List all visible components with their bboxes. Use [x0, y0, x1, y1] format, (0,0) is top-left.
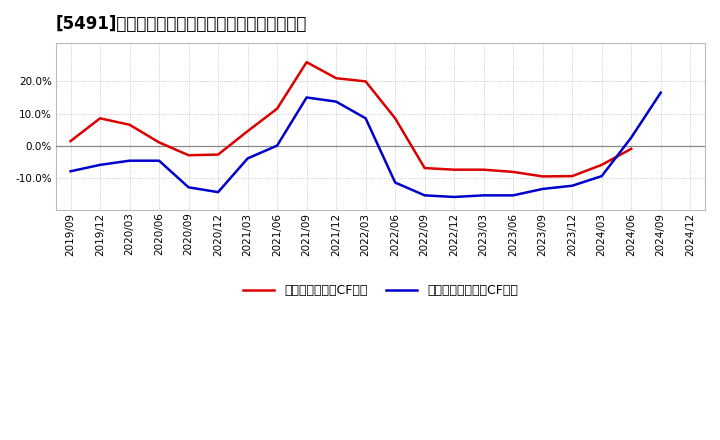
Legend: 有利子負債営業CF比率, 有利子負債フリーCF比率: 有利子負債営業CF比率, 有利子負債フリーCF比率 — [238, 279, 523, 302]
有利子負債営業CF比率 — [568, 173, 577, 179]
有利子負債フリーCF比率 — [568, 183, 577, 188]
有利子負債営業CF比率 — [361, 79, 370, 84]
有利子負債営業CF比率 — [273, 106, 282, 111]
有利子負債フリーCF比率 — [657, 90, 665, 95]
有利子負債営業CF比率 — [598, 162, 606, 168]
有利子負債フリーCF比率 — [155, 158, 163, 163]
有利子負債フリーCF比率 — [509, 193, 518, 198]
有利子負債フリーCF比率 — [480, 193, 488, 198]
Text: [5491]　有利子負債キャッシュフロー比率の推移: [5491] 有利子負債キャッシュフロー比率の推移 — [55, 15, 307, 33]
有利子負債営業CF比率 — [420, 165, 429, 171]
有利子負債フリーCF比率 — [391, 180, 400, 185]
有利子負債営業CF比率 — [391, 116, 400, 121]
有利子負債フリーCF比率 — [125, 158, 134, 163]
有利子負債フリーCF比率 — [243, 156, 252, 161]
有利子負債営業CF比率 — [450, 167, 459, 172]
有利子負債営業CF比率 — [332, 76, 341, 81]
有利子負債営業CF比率 — [509, 169, 518, 175]
有利子負債営業CF比率 — [125, 122, 134, 128]
有利子負債フリーCF比率 — [184, 185, 193, 190]
有利子負債フリーCF比率 — [214, 190, 222, 195]
有利子負債フリーCF比率 — [361, 116, 370, 121]
有利子負債フリーCF比率 — [273, 143, 282, 148]
有利子負債フリーCF比率 — [96, 162, 104, 168]
有利子負債フリーCF比率 — [598, 173, 606, 179]
有利子負債営業CF比率 — [214, 152, 222, 157]
Line: 有利子負債フリーCF比率: 有利子負債フリーCF比率 — [71, 93, 661, 197]
有利子負債営業CF比率 — [539, 174, 547, 179]
有利子負債営業CF比率 — [302, 59, 311, 65]
有利子負債営業CF比率 — [96, 116, 104, 121]
有利子負債フリーCF比率 — [539, 186, 547, 191]
有利子負債フリーCF比率 — [450, 194, 459, 200]
有利子負債営業CF比率 — [155, 140, 163, 145]
有利子負債営業CF比率 — [66, 139, 75, 144]
有利子負債フリーCF比率 — [420, 193, 429, 198]
有利子負債フリーCF比率 — [302, 95, 311, 100]
有利子負債営業CF比率 — [480, 167, 488, 172]
有利子負債フリーCF比率 — [66, 169, 75, 174]
有利子負債フリーCF比率 — [627, 135, 636, 140]
有利子負債営業CF比率 — [627, 146, 636, 151]
有利子負債フリーCF比率 — [332, 99, 341, 104]
Line: 有利子負債営業CF比率: 有利子負債営業CF比率 — [71, 62, 631, 176]
有利子負債営業CF比率 — [243, 128, 252, 134]
有利子負債営業CF比率 — [184, 153, 193, 158]
